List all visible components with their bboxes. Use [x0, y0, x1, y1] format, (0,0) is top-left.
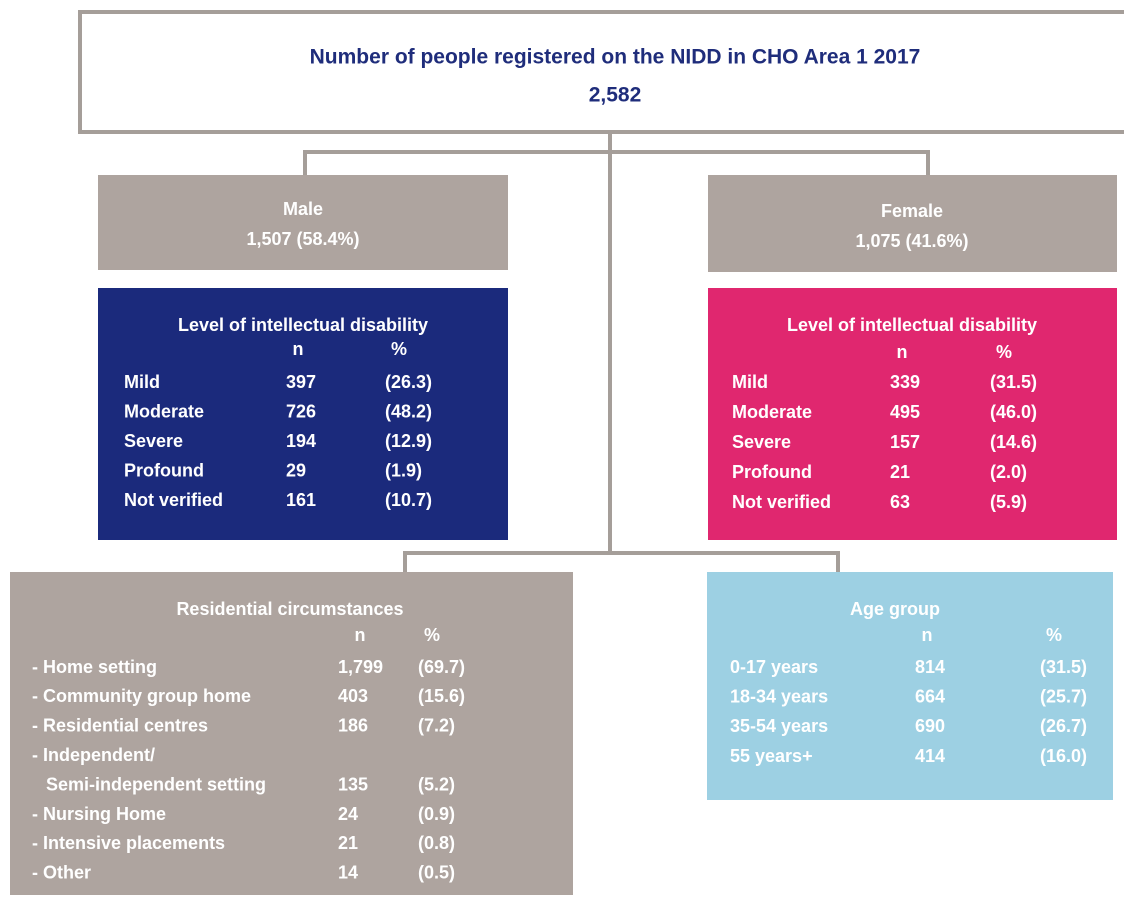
column-header: n: [293, 339, 304, 359]
row-pct: (15.6): [418, 686, 465, 706]
row-label: - Residential centres: [32, 716, 208, 736]
row-pct: (2.0): [990, 462, 1027, 482]
row-n: 186: [338, 716, 368, 736]
table-title: Age group: [850, 599, 940, 619]
row-n: 726: [286, 401, 316, 421]
row-pct: (69.7): [418, 657, 465, 677]
connector: [303, 150, 930, 177]
row-pct: (48.2): [385, 401, 432, 421]
row-label: Severe: [124, 431, 183, 451]
row-n: 21: [338, 833, 358, 853]
female-level-box: [708, 288, 1117, 540]
row-pct: (0.8): [418, 833, 455, 853]
female-group: Female 1,075 (41.6%): [708, 175, 1117, 272]
row-label: Moderate: [732, 402, 812, 422]
row-pct: (5.9): [990, 492, 1027, 512]
row-pct: (31.5): [1040, 657, 1087, 677]
row-n: 664: [915, 686, 945, 706]
column-header: %: [996, 342, 1012, 362]
row-label: Mild: [732, 372, 768, 392]
column-header: %: [424, 625, 440, 645]
header-total: 2,582: [589, 84, 642, 107]
row-pct: (0.5): [418, 863, 455, 883]
row-n: 495: [890, 402, 920, 422]
connectors: [303, 132, 930, 574]
column-header: %: [1046, 625, 1062, 645]
row-pct: (14.6): [990, 432, 1037, 452]
column-header: n: [922, 625, 933, 645]
row-label: 55 years+: [730, 746, 813, 766]
male-label: Male: [283, 199, 323, 219]
row-label: Not verified: [124, 490, 223, 510]
row-n: 14: [338, 863, 358, 883]
connector: [403, 551, 840, 574]
row-n: 1,799: [338, 657, 383, 677]
row-pct: (26.3): [385, 372, 432, 392]
header-box: [78, 10, 1124, 134]
header-title: Number of people registered on the NIDD …: [310, 46, 921, 69]
row-n: 161: [286, 490, 316, 510]
row-pct: (7.2): [418, 716, 455, 736]
female-label: Female: [881, 201, 943, 221]
row-label: - Other: [32, 863, 91, 883]
row-n: 397: [286, 372, 316, 392]
row-n: 21: [890, 462, 910, 482]
row-label: - Nursing Home: [32, 804, 166, 824]
row-label: Moderate: [124, 401, 204, 421]
row-label: Not verified: [732, 492, 831, 512]
row-n: 157: [890, 432, 920, 452]
row-n: 414: [915, 746, 945, 766]
column-header: n: [897, 342, 908, 362]
row-pct: (31.5): [990, 372, 1037, 392]
row-pct: (26.7): [1040, 716, 1087, 736]
row-label: Profound: [124, 460, 204, 480]
male-level-box: [98, 288, 508, 540]
row-n: 29: [286, 460, 306, 480]
row-label: - Intensive placements: [32, 833, 225, 853]
row-pct: (16.0): [1040, 746, 1087, 766]
female-box: [708, 175, 1117, 272]
age-box: [707, 572, 1113, 800]
male-count: 1,507 (58.4%): [246, 229, 359, 249]
row-label: 18-34 years: [730, 686, 828, 706]
row-label: - Home setting: [32, 657, 157, 677]
row-n: 63: [890, 492, 910, 512]
row-pct: (25.7): [1040, 686, 1087, 706]
row-n: 339: [890, 372, 920, 392]
table-title: Residential circumstances: [176, 599, 403, 619]
row-label: - Independent/: [32, 745, 155, 765]
table-title: Level of intellectual disability: [787, 315, 1037, 335]
column-header: n: [355, 625, 366, 645]
female-count: 1,075 (41.6%): [855, 231, 968, 251]
row-n: 24: [338, 804, 358, 824]
male-group: Male 1,507 (58.4%): [98, 175, 508, 270]
row-pct: (1.9): [385, 460, 422, 480]
residential-box: [10, 572, 573, 895]
row-n: 403: [338, 686, 368, 706]
row-label: Profound: [732, 462, 812, 482]
row-label: Mild: [124, 372, 160, 392]
row-pct: (10.7): [385, 490, 432, 510]
row-n: 814: [915, 657, 945, 677]
row-label: 35-54 years: [730, 716, 828, 736]
row-pct: (46.0): [990, 402, 1037, 422]
row-pct: (5.2): [418, 774, 455, 794]
row-n: 690: [915, 716, 945, 736]
male-box: [98, 175, 508, 270]
column-header: %: [391, 339, 407, 359]
table-title: Level of intellectual disability: [178, 315, 428, 335]
tables: Level of intellectual disability n % Mild 39…: [32, 315, 1087, 883]
row-label: Semi-independent setting: [46, 774, 266, 794]
row-pct: (0.9): [418, 804, 455, 824]
row-n: 135: [338, 774, 368, 794]
row-label: - Community group home: [32, 686, 251, 706]
row-n: 194: [286, 431, 316, 451]
row-label: 0-17 years: [730, 657, 818, 677]
row-pct: (12.9): [385, 431, 432, 451]
row-label: Severe: [732, 432, 791, 452]
